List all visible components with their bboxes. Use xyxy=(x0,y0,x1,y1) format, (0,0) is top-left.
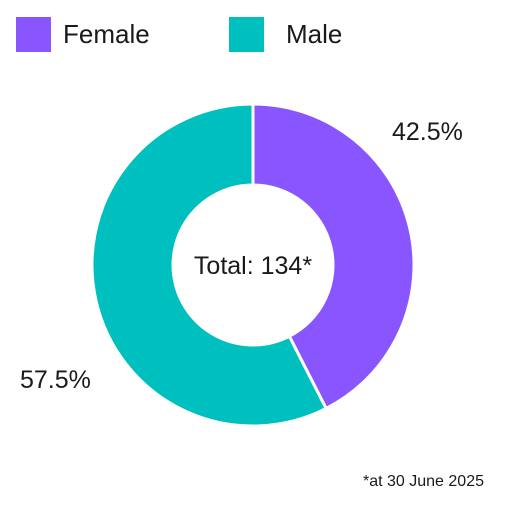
slice-male xyxy=(90,102,329,428)
data-label-female: 42.5% xyxy=(392,118,463,146)
legend-label-female: Female xyxy=(63,19,150,49)
data-label-male: 57.5% xyxy=(20,366,91,394)
legend-label-male: Male xyxy=(286,19,343,49)
footnote: *at 30 June 2025 xyxy=(363,473,484,490)
legend-swatch-male xyxy=(229,16,264,52)
legend-item-female: Female xyxy=(16,16,150,52)
legend-swatch-female xyxy=(16,16,51,52)
legend: Female Male xyxy=(16,16,490,52)
legend-item-male: Male xyxy=(229,16,342,52)
slice-female xyxy=(251,102,416,411)
center-total-label: Total: 134* xyxy=(193,252,313,280)
